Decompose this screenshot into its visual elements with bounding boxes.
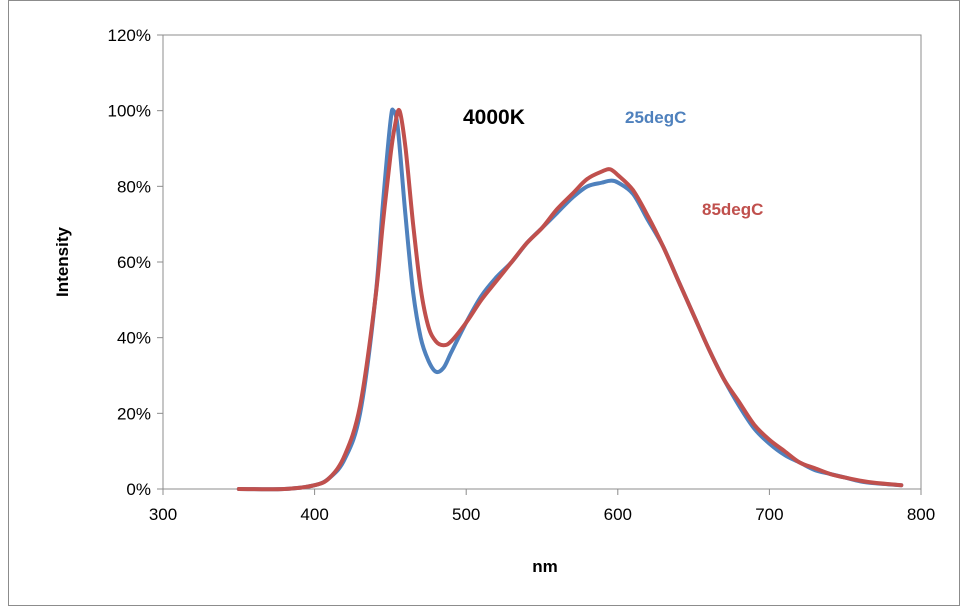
x-tick-label: 800 (907, 505, 935, 524)
y-tick-label: 100% (108, 102, 151, 121)
y-axis-title: Intensity (53, 227, 72, 297)
chart-frame (8, 0, 960, 606)
y-tick-label: 60% (117, 253, 151, 272)
x-tick-label: 400 (300, 505, 328, 524)
series-line-85degc (236, 107, 904, 492)
y-tick-label: 40% (117, 329, 151, 348)
x-tick-label: 300 (149, 505, 177, 524)
annotation-4000k: 4000K (463, 106, 525, 129)
y-tick-label: 20% (117, 404, 151, 423)
plot-area (162, 34, 922, 490)
series-layer (236, 107, 904, 492)
x-tick-label: 500 (452, 505, 480, 524)
x-tick-label: 700 (755, 505, 783, 524)
x-tick-label: 600 (604, 505, 632, 524)
x-axis: 300 400 500 600 700 800 (149, 489, 935, 524)
y-tick-label: 80% (117, 177, 151, 196)
y-tick-label: 120% (108, 26, 151, 45)
y-tick-label: 0% (126, 480, 151, 499)
annotation-25degc: 25degC (625, 108, 686, 127)
series-line-25degc (236, 107, 904, 492)
x-axis-title: nm (532, 557, 558, 576)
y-axis: 0% 20% 40% 60% 80% 100% 120% (108, 26, 163, 499)
annotation-85degc: 85degC (702, 200, 763, 219)
